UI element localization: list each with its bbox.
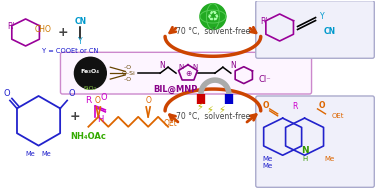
Text: N: N: [301, 146, 308, 155]
Text: R: R: [292, 102, 297, 111]
Text: N: N: [230, 61, 236, 70]
Text: Y: Y: [78, 37, 83, 46]
Text: O: O: [94, 96, 100, 105]
Text: Y: Y: [320, 12, 325, 21]
Text: Cl⁻: Cl⁻: [258, 75, 271, 84]
Text: Me: Me: [324, 156, 335, 162]
Text: 70 °C,  solvent-free: 70 °C, solvent-free: [176, 27, 250, 36]
Text: R': R': [7, 22, 14, 31]
Text: O–Si: O–Si: [121, 71, 135, 76]
Text: Fe₃O₄: Fe₃O₄: [81, 69, 100, 74]
Text: H: H: [302, 156, 307, 162]
Text: ⊕: ⊕: [185, 69, 191, 78]
Text: ⚡: ⚡: [206, 105, 213, 115]
Text: ⚡: ⚡: [218, 105, 225, 115]
Text: ♻: ♻: [207, 10, 219, 24]
Text: R': R': [260, 17, 267, 26]
Text: +: +: [57, 26, 68, 39]
Text: H: H: [97, 115, 103, 124]
Circle shape: [200, 4, 226, 29]
Text: CN: CN: [74, 17, 86, 26]
Text: Me: Me: [262, 163, 273, 170]
Text: –O: –O: [124, 77, 132, 82]
Text: CHO: CHO: [35, 25, 52, 34]
FancyBboxPatch shape: [61, 52, 312, 94]
Text: OEt: OEt: [331, 113, 344, 119]
Text: Me: Me: [26, 151, 35, 156]
Text: O: O: [318, 101, 325, 110]
Text: O: O: [145, 96, 151, 105]
Text: –O: –O: [124, 65, 132, 70]
Text: BIL@MNP: BIL@MNP: [153, 84, 197, 94]
Text: +: +: [70, 110, 81, 123]
Text: O: O: [69, 89, 76, 98]
Circle shape: [74, 57, 106, 89]
Text: OEt: OEt: [163, 119, 177, 128]
Text: N: N: [193, 64, 198, 70]
FancyBboxPatch shape: [256, 96, 374, 187]
Text: Me: Me: [42, 151, 52, 156]
Text: NH₄OAc: NH₄OAc: [70, 132, 106, 141]
Text: 70 °C,  solvent-free: 70 °C, solvent-free: [176, 112, 250, 121]
Text: SiO₂: SiO₂: [84, 86, 97, 91]
Text: Me: Me: [262, 156, 273, 162]
Text: R: R: [85, 96, 91, 105]
Text: ⚡: ⚡: [197, 102, 203, 112]
FancyBboxPatch shape: [256, 1, 374, 58]
Text: Y = COOEt or CN: Y = COOEt or CN: [42, 48, 99, 54]
Text: O: O: [4, 89, 10, 98]
Text: O: O: [100, 94, 107, 102]
Text: N: N: [178, 64, 183, 70]
Text: CN: CN: [323, 27, 335, 36]
Text: N: N: [159, 61, 165, 70]
Text: O: O: [262, 101, 269, 110]
